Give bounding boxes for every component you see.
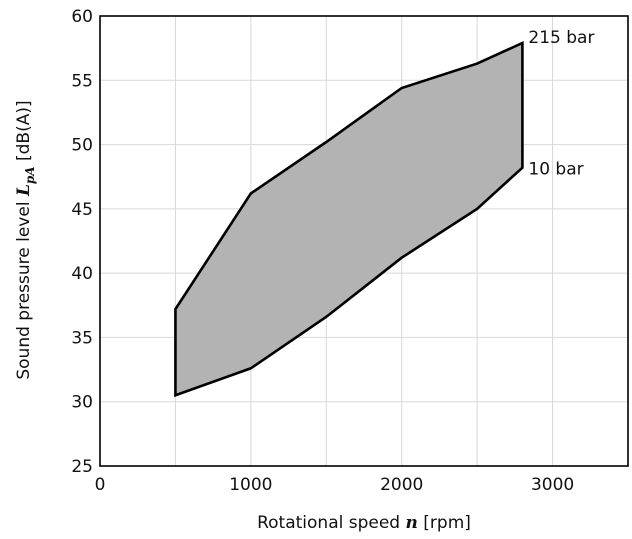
series-labels: 215 bar 10 bar — [528, 28, 594, 180]
y-tick-label: 60 — [71, 7, 93, 27]
x-tick-label: 0 — [95, 475, 106, 495]
y-axis-ticks: 25 30 35 40 45 50 55 60 — [71, 7, 93, 477]
x-tick-label: 1000 — [229, 475, 272, 495]
series-label: 215 bar — [528, 28, 594, 48]
x-axis-label: Rotational speed n [rpm] — [257, 513, 471, 533]
y-tick-label: 25 — [71, 457, 93, 477]
y-tick-label: 55 — [71, 71, 93, 91]
plot-frame — [99, 15, 629, 467]
y-tick-label: 40 — [71, 264, 93, 284]
x-tick-label: 3000 — [531, 475, 574, 495]
y-tick-label: 50 — [71, 136, 93, 156]
y-tick-label: 35 — [71, 328, 93, 348]
y-axis-label: Sound pressure level LpA [dB(A)] — [14, 100, 37, 379]
y-tick-label: 30 — [71, 393, 93, 413]
series-label: 10 bar — [528, 160, 583, 180]
sound-level-band — [174, 40, 524, 398]
x-axis-ticks: 0 1000 2000 3000 — [95, 475, 575, 495]
x-tick-label: 2000 — [380, 475, 423, 495]
y-tick-label: 45 — [71, 200, 93, 220]
